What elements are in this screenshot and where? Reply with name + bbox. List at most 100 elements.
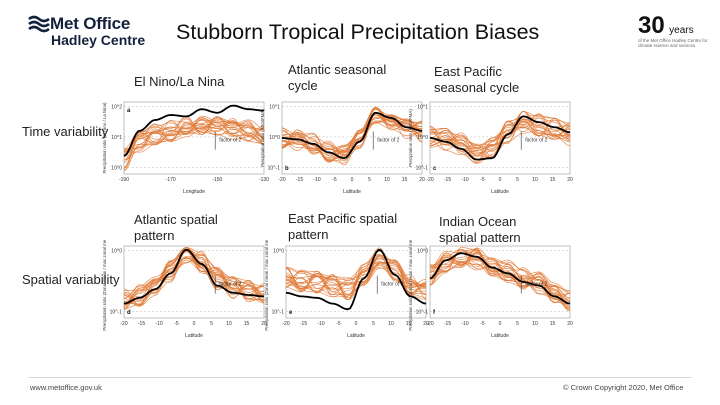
chart-c-model-line	[429, 119, 571, 145]
chart-b-xtick: 5	[368, 177, 371, 183]
chart-e-panel-letter: e	[289, 310, 293, 316]
chart-e-svg: Precipitation ratio (Zonal mean / max zo…	[264, 240, 429, 339]
chart-a-xlabel: Longitude	[183, 189, 205, 195]
chart-f-xtick: -15	[444, 321, 451, 327]
panel-title-b: Atlantic seasonal cycle	[288, 62, 387, 93]
chart-e-model-line	[285, 250, 427, 290]
chart-b-model-line	[281, 109, 423, 154]
chart-f-xtick: -10	[461, 321, 468, 327]
chart-f-xtick: 20	[567, 321, 573, 327]
chart-b-ytick: 10^0	[269, 135, 280, 141]
chart-f-model-line	[429, 249, 571, 302]
chart-e-ytick: 10^-1	[272, 310, 285, 316]
chart-d-model-line	[123, 247, 265, 305]
chart-f-obs-line	[429, 252, 571, 305]
chart-c-xtick: 20	[567, 177, 573, 183]
chart-f-xlabel: Latitude	[491, 333, 509, 339]
chart-d-xtick: 20	[261, 321, 267, 327]
chart-d-xtick: 10	[226, 321, 232, 327]
chart-e-xtick: -10	[317, 321, 324, 327]
chart-d-xtick: -5	[174, 321, 179, 327]
chart-c-xtick: -15	[444, 177, 451, 183]
chart-e-xtick: -20	[282, 321, 289, 327]
chart-e-obs-line	[285, 248, 427, 311]
chart-panel-b: Precipitation ratio (ASO/FMA) 10^1 10^0 10^…	[258, 96, 428, 196]
anniversary-subtitle: of the Met Office Hadley Centre for clim…	[638, 38, 708, 48]
chart-a-model-line	[123, 116, 265, 155]
chart-e-xtick: 15	[406, 321, 412, 327]
chart-d-xtick: -20	[120, 321, 127, 327]
chart-d-ylabel: Precipitation ratio (Zonal mean / max zo…	[102, 240, 107, 331]
chart-a-model-line	[123, 124, 265, 170]
chart-f-xtick: -20	[426, 321, 433, 327]
chart-e-xtick: 0	[355, 321, 358, 327]
chart-e-xtick: -5	[336, 321, 341, 327]
chart-f-model-line	[429, 248, 571, 303]
chart-e-ylabel: Precipitation ratio (Zonal mean / max zo…	[264, 240, 269, 331]
chart-c-ytick: 10^1	[417, 104, 428, 110]
chart-f-xtick: 5	[516, 321, 519, 327]
chart-c-xtick: 5	[516, 177, 519, 183]
chart-a-xtick: -190	[119, 177, 129, 183]
chart-f-frame	[429, 245, 571, 319]
chart-panel-d: Precipitation ratio (Zonal mean / max zo…	[100, 240, 270, 340]
chart-f-xtick: 0	[499, 321, 502, 327]
chart-d-xtick: 15	[244, 321, 250, 327]
chart-f-xtick: 10	[532, 321, 538, 327]
chart-panel-c: Precipitation ratio (ASO/FMA) 10^1 10^0 10^…	[406, 96, 576, 196]
chart-d-frame	[123, 245, 265, 319]
chart-c-model-line	[429, 113, 571, 161]
chart-f-svg: Precipitation ratio (Zonal mean / max zo…	[408, 240, 573, 339]
chart-a-ytick: 10^2	[111, 104, 122, 110]
chart-d-model-line	[123, 247, 265, 307]
chart-b-model-line	[281, 108, 423, 159]
chart-b-xtick: 0	[351, 177, 354, 183]
chart-a-ylabel: Precipitation ratio (El Nino / La Nina)	[102, 102, 107, 174]
chart-f-ytick: 10^-1	[416, 310, 429, 316]
chart-b-ytick: 10^-1	[268, 166, 281, 172]
chart-f-panel-letter: f	[433, 310, 436, 316]
chart-d-ytick: 10^-1	[110, 310, 123, 316]
footer-url: www.metoffice.gov.uk	[30, 383, 102, 392]
logo-line2: Hadley Centre	[51, 32, 146, 48]
chart-d-annotation: factor of 2	[219, 282, 241, 288]
chart-c-panel-letter: c	[433, 166, 437, 172]
chart-b-xtick: -20	[278, 177, 285, 183]
logo-line1: Met Office	[50, 14, 131, 33]
chart-a-xtick: -130	[259, 177, 269, 183]
footer-divider	[28, 377, 692, 378]
chart-c-xtick: 15	[550, 177, 556, 183]
row-label-spatial: Spatial variability	[22, 272, 120, 287]
chart-d-ytick: 10^0	[111, 248, 122, 254]
chart-b-xtick: -15	[296, 177, 303, 183]
anniversary-word: years	[669, 25, 694, 36]
chart-panel-f: Precipitation ratio (Zonal mean / max zo…	[406, 240, 576, 340]
chart-b-xtick: 20	[419, 177, 425, 183]
chart-e-model-line	[285, 254, 427, 287]
chart-e-xtick: 5	[372, 321, 375, 327]
chart-c-xtick: -5	[480, 177, 485, 183]
met-office-logo: Met Office Hadley Centre	[28, 14, 145, 48]
panel-title-c: East Pacific seasonal cycle	[434, 64, 520, 95]
chart-e-xtick: 10	[388, 321, 394, 327]
chart-a-obs-line	[123, 104, 264, 157]
footer-copyright: © Crown Copyright 2020, Met Office	[563, 383, 684, 392]
chart-a-svg: Precipitation ratio (El Nino / La Nina) 1…	[102, 101, 269, 195]
chart-b-model-line	[281, 107, 422, 161]
panel-title-d: Atlantic spatial pattern	[134, 212, 218, 243]
chart-b-svg: Precipitation ratio (ASO/FMA) 10^1 10^0 10^…	[260, 101, 425, 195]
chart-c-ylabel: Precipitation ratio (ASO/FMA)	[408, 109, 413, 167]
panel-title-a: El Nino/La Nina	[134, 74, 225, 89]
chart-c-model-line	[429, 120, 571, 151]
chart-panel-a: Precipitation ratio (El Nino / La Nina) 1…	[100, 96, 270, 196]
chart-d-panel-letter: d	[127, 310, 131, 316]
chart-f-model-line	[429, 251, 570, 301]
chart-d-xtick: -15	[138, 321, 145, 327]
chart-f-annotation: factor of 2	[525, 282, 547, 288]
chart-c-xtick: 0	[499, 177, 502, 183]
chart-e-ytick: 10^0	[273, 248, 284, 254]
chart-e-xtick: -15	[300, 321, 307, 327]
met-office-logo-icon	[28, 15, 50, 33]
chart-c-annotation: factor of 2	[525, 138, 547, 144]
chart-b-model-line	[281, 114, 423, 164]
